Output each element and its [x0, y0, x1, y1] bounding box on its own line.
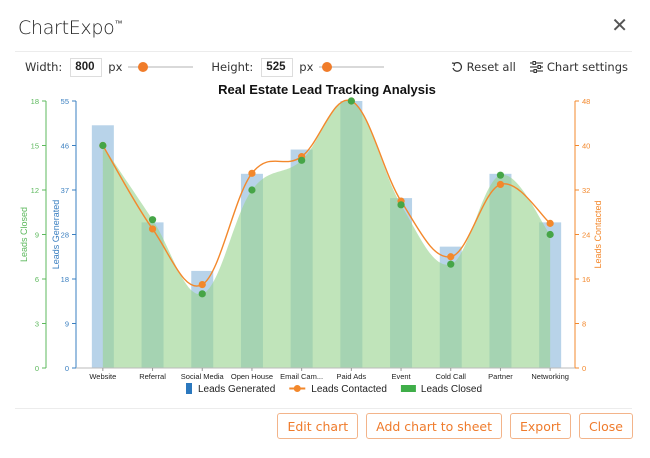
width-slider-thumb[interactable]: [138, 62, 149, 72]
point-leads-closed-4: [298, 156, 306, 164]
point-leads-contacted-2: [198, 280, 206, 289]
axis-leads-closed-tick-label-5: 15: [31, 142, 39, 151]
app-title-text: ChartExpo: [18, 17, 115, 39]
legend-label-2: Leads Closed: [421, 384, 482, 395]
x-tick-label-1: Referral: [139, 372, 166, 381]
point-leads-closed-8: [496, 171, 505, 179]
settings-sliders-icon: [529, 61, 543, 73]
axis-leads-contacted-tick-label-6: 48: [582, 97, 590, 106]
chart-settings-button[interactable]: Chart settings: [529, 60, 628, 74]
size-toolbar: Width: px Height: px: [25, 57, 402, 77]
axis-leads-generated-tick-label-1: 9: [65, 320, 69, 329]
axis-leads-generated-title: Leads Generated: [51, 200, 61, 270]
width-label: Width:: [25, 60, 63, 74]
add-chart-to-sheet-button[interactable]: Add chart to sheet: [366, 413, 503, 439]
axis-leads-closed-tick-label-3: 9: [35, 231, 39, 240]
footer-actions: Edit chart Add chart to sheet Export Clo…: [277, 413, 633, 439]
app-title: ChartExpo™: [18, 17, 122, 39]
axis-leads-generated-tick-label-2: 18: [61, 275, 69, 284]
point-leads-closed-6: [397, 201, 405, 209]
height-input[interactable]: [261, 57, 294, 77]
area-fill-leads-closed: [102, 100, 551, 369]
axis-leads-contacted-tick-label-5: 40: [582, 142, 590, 151]
point-leads-closed-2: [198, 290, 206, 298]
close-button[interactable]: Close: [578, 413, 633, 439]
x-tick-label-6: Event: [391, 372, 411, 381]
point-leads-contacted-8: [496, 180, 505, 189]
chart-container: Real Estate Lead Tracking Analysis 0 3 6 9 1…: [0, 78, 650, 400]
width-slider[interactable]: [128, 61, 194, 73]
reset-icon: [451, 62, 462, 72]
export-button[interactable]: Export: [510, 413, 571, 439]
axis-leads-contacted-tick-label-3: 24: [582, 231, 590, 240]
axis-leads-generated-tick-label-6: 55: [61, 97, 69, 106]
x-tick-label-8: Partner: [488, 372, 513, 381]
point-leads-contacted-9: [546, 219, 554, 227]
reset-all-label: Reset all: [466, 60, 516, 74]
legend-marker-1: [293, 385, 301, 392]
point-leads-contacted-3: [248, 169, 256, 177]
point-leads-closed-9: [546, 230, 554, 239]
axis-leads-contacted-title: Leads Contacted: [593, 200, 603, 268]
legend-label-0: Leads Generated: [198, 384, 275, 395]
x-tick-label-2: Social Media: [181, 372, 225, 381]
x-tick-label-4: Email Cam...: [280, 372, 323, 381]
axis-leads-closed-tick-label-4: 12: [31, 186, 39, 195]
height-slider[interactable]: [319, 61, 385, 73]
axis-leads-closed-tick-label-2: 6: [35, 275, 39, 284]
axis-leads-generated-tick-label-5: 46: [61, 142, 69, 151]
point-leads-contacted-1: [148, 225, 157, 233]
legend-marker-0: [186, 383, 192, 394]
axis-leads-contacted-tick-label-2: 16: [582, 275, 590, 284]
axis-leads-generated-tick-label-3: 28: [61, 231, 69, 240]
point-leads-closed-1: [148, 216, 157, 224]
point-leads-closed-5: [347, 97, 355, 105]
area-leads-closed: [102, 100, 551, 369]
axis-leads-generated-tick-label-4: 37: [61, 186, 69, 195]
chart-tools: Reset all Chart settings: [437, 57, 628, 77]
x-tick-label-9: Networking: [531, 372, 569, 381]
axis-leads-generated-tick-label-0: 0: [65, 364, 69, 373]
axis-leads-closed-title: Leads Closed: [19, 207, 29, 262]
line-path-leads-contacted: [102, 99, 551, 287]
width-input[interactable]: [70, 57, 103, 77]
axis-leads-contacted-tick-label-1: 8: [582, 320, 586, 329]
width-unit: px: [108, 60, 123, 74]
trademark-symbol: ™: [114, 19, 123, 28]
close-icon[interactable]: ✕: [611, 15, 628, 37]
axis-leads-closed-tick-label-1: 3: [35, 320, 39, 329]
axis-leads-contacted-tick-label-4: 32: [582, 186, 590, 195]
x-axis-labels: Website Referral Social Media Open House Ema…: [89, 368, 569, 381]
point-leads-closed-0: [99, 141, 107, 150]
height-label: Height:: [211, 60, 254, 74]
line-leads-contacted: [99, 97, 554, 298]
x-tick-label-7: Cold Call: [436, 372, 467, 381]
axis-leads-contacted-tick-label-0: 0: [582, 364, 586, 373]
chart-settings-label: Chart settings: [546, 60, 628, 74]
x-tick-label-5: Paid Ads: [337, 372, 367, 381]
x-tick-label-0: Website: [89, 372, 116, 381]
edit-chart-button[interactable]: Edit chart: [277, 413, 359, 439]
footer-divider: [15, 408, 632, 409]
point-leads-closed-3: [248, 186, 256, 194]
point-leads-contacted-7: [447, 253, 455, 261]
axes: 0 3 6 9 12 15 18 Leads Closed 0 9 18 28 37 46 55 Leads …: [19, 97, 603, 373]
legend-label-1: Leads Contacted: [311, 384, 387, 395]
x-tick-label-3: Open House: [231, 372, 273, 381]
combo-chart: Real Estate Lead Tracking Analysis 0 3 6 9 1…: [19, 82, 603, 395]
axis-leads-closed-tick-label-6: 18: [31, 97, 39, 106]
axis-leads-closed-tick-label-0: 0: [35, 364, 39, 373]
point-leads-closed-7: [447, 260, 455, 268]
height-slider-thumb[interactable]: [321, 62, 332, 72]
height-slider-track: [319, 66, 385, 68]
reset-all-button[interactable]: Reset all: [451, 60, 516, 74]
header-divider: [15, 51, 632, 52]
width-slider-track: [128, 66, 194, 68]
chart-title: Real Estate Lead Tracking Analysis: [218, 82, 436, 97]
legend-marker-2: [400, 385, 416, 392]
legend: Leads Generated Leads Contacted Leads Clos…: [186, 383, 482, 395]
height-unit: px: [299, 60, 314, 74]
